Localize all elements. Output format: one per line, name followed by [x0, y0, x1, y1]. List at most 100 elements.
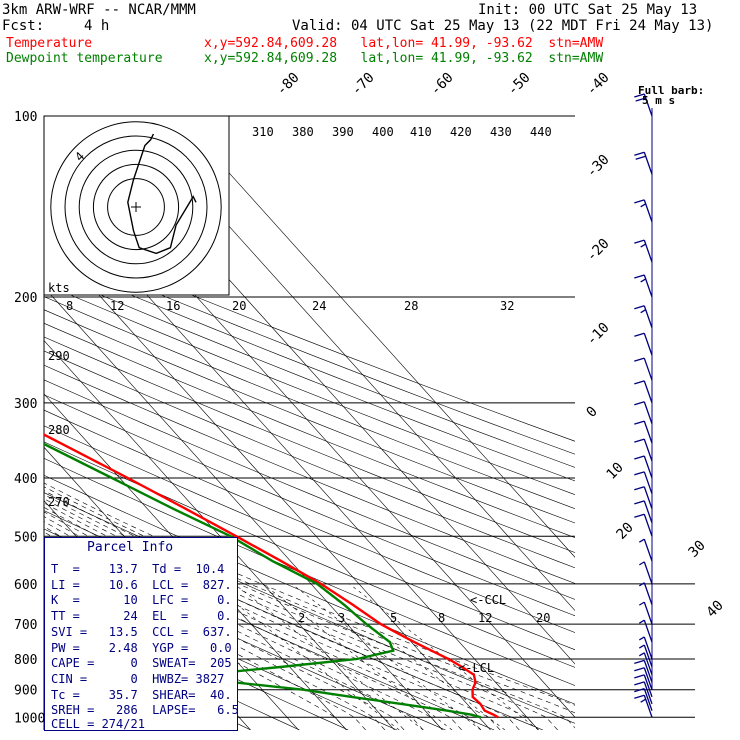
- wind-barb: [634, 199, 653, 223]
- theta-e-label: 410: [410, 125, 432, 139]
- mixing-ratio-line: [262, 583, 453, 730]
- barb-feather: [634, 455, 645, 460]
- barb-feather: [634, 274, 645, 279]
- barb-shaft: [643, 695, 653, 718]
- parcel-row: T = 13.7 Td = 10.4: [51, 562, 225, 576]
- wind-barb: [634, 438, 653, 462]
- pressure-tick-label: 1000: [14, 711, 45, 726]
- barb-shaft: [643, 486, 653, 509]
- moist-adiabat-line: [44, 490, 575, 729]
- temperature-location: x,y=592.84,609.28 lat,lon= 41.99, -93.62…: [204, 36, 604, 51]
- parcel-row: SREH = 286 LAPSE= 6.5: [51, 703, 239, 717]
- theta-e-label: 400: [372, 125, 394, 139]
- hodograph: 4: [43, 115, 230, 296]
- pressure-tick-label: 800: [14, 653, 37, 668]
- barb-feather: [634, 199, 645, 204]
- barb-shaft: [643, 514, 653, 537]
- temperature-legend: Temperature: [6, 36, 93, 51]
- wind-barb: [634, 305, 653, 328]
- isotherm-label: -30: [584, 152, 613, 181]
- barb-feather: [638, 561, 645, 566]
- barb-feather: [634, 305, 645, 310]
- wind-barb: [634, 239, 653, 263]
- barb-feather: [640, 203, 647, 208]
- dry-adiabat-line: [44, 474, 575, 705]
- barb-shaft: [643, 401, 653, 424]
- isotherm-line: [44, 393, 347, 730]
- barb-feather: [640, 309, 647, 314]
- hodograph-ring: [50, 121, 222, 293]
- parcel-row: CAPE = 0 SWEAT= 205: [51, 656, 232, 670]
- init-time: Init: 00 UTC Sat 25 May 13: [478, 2, 698, 18]
- dewpoint-line: [44, 442, 482, 719]
- mixing-ratio-label: 8: [438, 611, 445, 625]
- parcel-info-box: Parcel Info T = 13.7 Td = 10.4 LI = 10.6…: [44, 537, 239, 731]
- barb-feather: [634, 93, 645, 98]
- mixing-ratio-line: [233, 583, 424, 730]
- parcel-row: CELL = 274/21: [51, 717, 145, 731]
- barb-feather: [634, 659, 645, 665]
- moist-adiabat-line: [44, 548, 347, 730]
- barb-feather: [634, 500, 645, 505]
- barb-feather: [638, 644, 645, 649]
- isotherm-label: -60: [428, 70, 457, 99]
- barb-shaft: [643, 674, 653, 698]
- barb-feather: [635, 155, 646, 160]
- moist-adiabat-line: [44, 516, 462, 730]
- dry-adiabat-line: [44, 322, 575, 538]
- wind-barb: [638, 561, 653, 585]
- barb-shaft: [643, 239, 653, 263]
- barb-shaft: [643, 561, 653, 585]
- theta-e-label: 440: [530, 125, 552, 139]
- dry-adiabat-line: [44, 379, 575, 600]
- dry-adiabat-line: [44, 587, 349, 730]
- moist-adiabat-line: [44, 494, 558, 730]
- barb-feather: [634, 332, 645, 337]
- wind-barb: [634, 659, 653, 683]
- pressure-tick-label: 600: [14, 578, 37, 593]
- mixing-ratio-line: [291, 583, 482, 730]
- pressure-tick-label: 700: [14, 618, 37, 633]
- hodograph-ring: [64, 135, 208, 279]
- wind-barb: [638, 636, 653, 660]
- barb-feather: [634, 681, 645, 686]
- dry-adiabat-line: [44, 441, 575, 668]
- dry-adiabat-line: [44, 309, 575, 524]
- barb-shaft: [643, 152, 653, 175]
- wind-barb: [638, 538, 653, 562]
- isotherm-line: [44, 233, 491, 730]
- parcel-row: SVI = 13.5 CCL = 637.: [51, 625, 232, 639]
- dry-adiabat-line: [44, 394, 575, 617]
- pressure-tick-label: 200: [14, 291, 37, 306]
- wind-barb: [634, 455, 653, 479]
- wind-barb: [634, 401, 653, 424]
- barb-feather: [634, 667, 645, 672]
- forecast-label: Fcst:: [2, 18, 45, 34]
- wind-barb: [634, 688, 653, 711]
- hodograph-ring: [107, 178, 165, 236]
- barb-feather: [634, 513, 645, 518]
- barb-shaft: [643, 652, 653, 676]
- parcel-row: PW = 2.48 YGP = 0.0: [51, 641, 232, 655]
- parcel-info-title: Parcel Info: [87, 540, 174, 555]
- isotherm-line: [177, 116, 575, 558]
- isotherm-label: 30: [686, 538, 709, 561]
- barb-shaft: [643, 644, 653, 668]
- barb-feather: [640, 243, 647, 248]
- dry-adiabat-line: [44, 364, 575, 584]
- dewpoint-location: x,y=592.84,609.28 lat,lon= 41.99, -93.62…: [204, 51, 604, 66]
- dry-adiabat-line: [44, 245, 575, 455]
- barb-feather: [634, 151, 645, 156]
- wind-barb: [634, 332, 653, 356]
- wind-barb: [638, 582, 653, 605]
- barb-shaft: [643, 500, 653, 524]
- mixing-ratio-label: 3: [338, 611, 345, 625]
- theta-label: 270: [48, 495, 70, 509]
- barb-feather: [638, 538, 645, 543]
- wind-barb: [634, 420, 653, 444]
- wind-barb: [634, 681, 653, 705]
- hodograph-ring-label: 16: [166, 299, 180, 313]
- barb-feather: [634, 239, 645, 244]
- ccl-annotation: <-CCL: [470, 593, 506, 607]
- barb-feather: [638, 601, 645, 606]
